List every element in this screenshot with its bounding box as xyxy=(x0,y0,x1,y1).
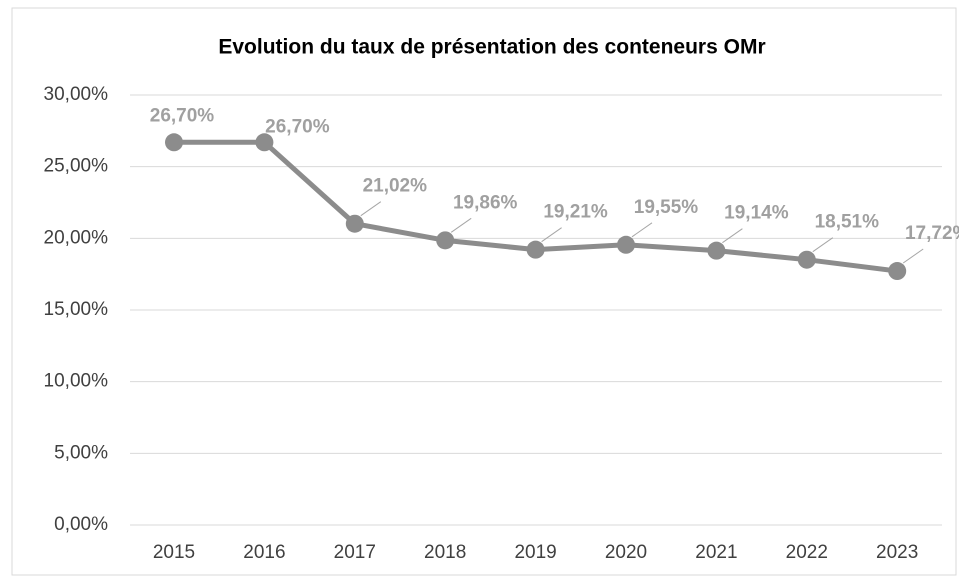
marker xyxy=(436,231,455,250)
x-tick-label: 2015 xyxy=(153,542,195,563)
x-tick-label: 2018 xyxy=(424,542,466,563)
leader-line xyxy=(450,217,472,233)
marker xyxy=(707,241,726,260)
x-tick-label: 2019 xyxy=(514,542,556,563)
x-tick-label: 2023 xyxy=(876,542,918,563)
y-tick-label: 15,00% xyxy=(44,299,109,320)
y-tick-label: 10,00% xyxy=(44,371,109,392)
data-label: 17,72% xyxy=(905,223,959,244)
data-label: 19,86% xyxy=(453,192,518,213)
y-tick-label: 5,00% xyxy=(54,442,108,463)
marker xyxy=(165,133,183,152)
leader-line xyxy=(631,222,653,238)
marker xyxy=(617,235,635,254)
x-tick-label: 2016 xyxy=(243,542,285,563)
marker xyxy=(888,262,907,281)
data-label: 19,55% xyxy=(634,197,699,218)
leader-line xyxy=(902,248,924,264)
marker xyxy=(255,133,274,152)
data-label: 26,70% xyxy=(150,105,215,126)
leader-line xyxy=(812,237,834,253)
marker xyxy=(526,240,545,259)
data-label: 19,21% xyxy=(543,202,608,223)
y-tick-label: 30,00% xyxy=(44,84,109,105)
data-label: 26,70% xyxy=(265,116,330,137)
data-label: 21,02% xyxy=(363,176,428,197)
leader-line xyxy=(360,201,382,217)
leader-line xyxy=(541,227,562,243)
y-tick-label: 20,00% xyxy=(44,227,109,248)
y-tick-label: 25,00% xyxy=(44,156,109,177)
chart-border xyxy=(11,7,957,576)
y-tick-label: 0,00% xyxy=(54,514,108,535)
x-tick-label: 2017 xyxy=(334,542,376,563)
x-tick-label: 2021 xyxy=(695,542,737,563)
data-label: 18,51% xyxy=(815,212,880,233)
chart-title: Evolution du taux de présentation des co… xyxy=(218,36,765,59)
marker xyxy=(345,214,364,233)
x-tick-label: 2020 xyxy=(605,542,647,563)
leader-line xyxy=(722,228,743,244)
marker xyxy=(797,250,816,269)
x-tick-label: 2022 xyxy=(786,542,828,563)
data-label: 19,14% xyxy=(724,203,789,224)
